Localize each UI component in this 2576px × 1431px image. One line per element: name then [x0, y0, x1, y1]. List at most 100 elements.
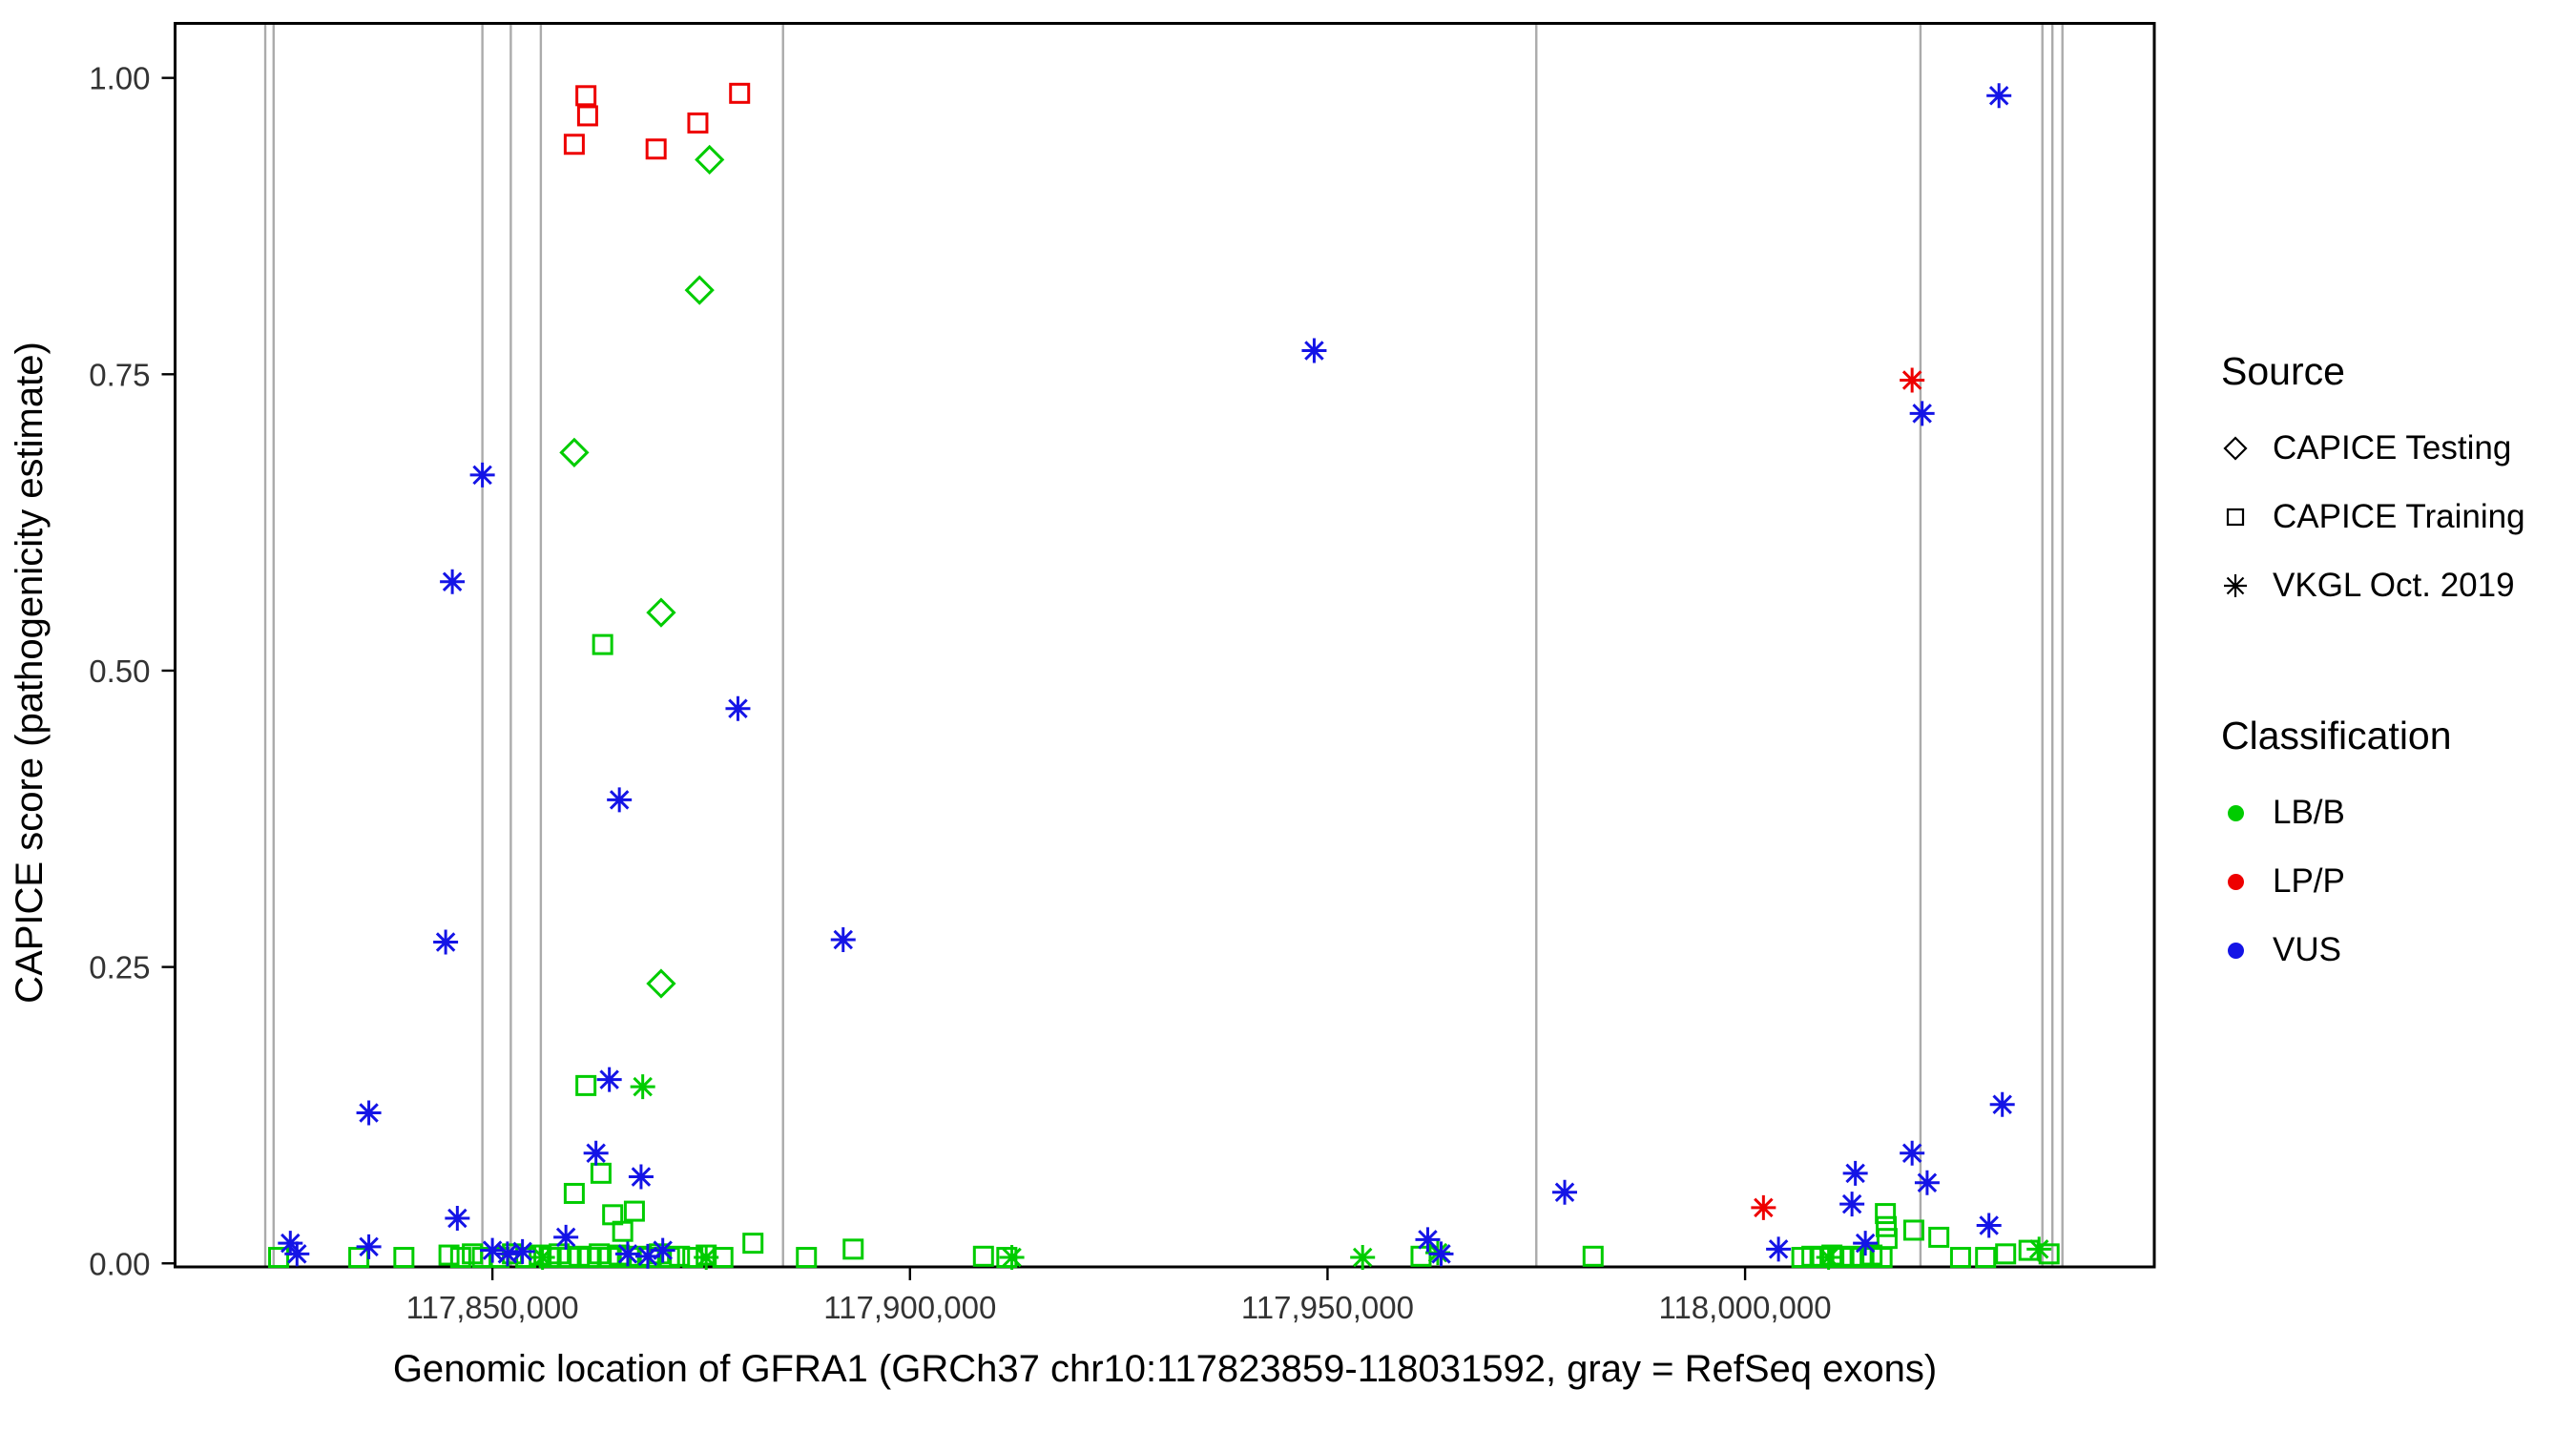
data-point-square [575, 85, 597, 107]
data-point-square [1928, 1226, 1950, 1248]
legend-item-label: VUS [2273, 931, 2341, 968]
legend-source-block: Source CAPICE Testing CAPICE Training VK… [2221, 348, 2525, 625]
data-point-asterisk [356, 1234, 382, 1259]
data-point-asterisk [494, 1241, 520, 1267]
blue-dot-icon [2228, 942, 2244, 959]
green-dot-icon [2228, 804, 2244, 821]
data-point-asterisk [607, 787, 633, 813]
legend-item-lbb: LB/B [2221, 783, 2525, 842]
data-point-asterisk [1766, 1236, 1792, 1262]
data-point-asterisk [583, 1140, 609, 1166]
data-point-diamond [684, 275, 715, 305]
red-dot-icon [2228, 873, 2244, 890]
data-point-square [1949, 1247, 1971, 1269]
data-point-asterisk [1415, 1227, 1441, 1253]
data-point-square [563, 134, 585, 156]
data-point-asterisk [1909, 401, 1935, 426]
data-point-diamond [559, 437, 590, 467]
legend-item-capice-training: CAPICE Training [2221, 487, 2525, 547]
x-tick-label: 117,850,000 [406, 1290, 579, 1325]
data-point-square [575, 1074, 597, 1096]
data-point-square [563, 1182, 585, 1204]
data-point-asterisk [480, 1237, 506, 1263]
data-point-asterisk [1900, 367, 1925, 393]
data-point-asterisk [445, 1206, 470, 1232]
data-point-asterisk [1842, 1160, 1868, 1186]
x-tick-label: 118,000,000 [1659, 1290, 1832, 1325]
data-point-square [576, 105, 598, 127]
data-point-asterisk [278, 1231, 303, 1256]
data-point-square [1582, 1245, 1604, 1267]
data-point-diamond [646, 597, 676, 628]
legend-item-vkgl: VKGL Oct. 2019 [2221, 556, 2525, 615]
plot-dynamic-layer: 117,850,000 117,900,000 117,950,000 118,000… [89, 22, 2156, 1325]
data-point-square [612, 1220, 634, 1242]
data-point-square [842, 1238, 864, 1260]
data-point-asterisk [469, 462, 495, 487]
y-tick-label: 0.50 [89, 653, 150, 689]
legend-item-label: CAPICE Training [2273, 498, 2525, 535]
data-point-asterisk [614, 1241, 640, 1267]
data-point-asterisk [725, 695, 751, 721]
data-point-square [449, 1247, 471, 1269]
data-point-square [1875, 1203, 1897, 1225]
data-point-asterisk [999, 1245, 1025, 1271]
data-point-asterisk [630, 1074, 655, 1100]
data-point-asterisk [1900, 1140, 1925, 1166]
data-point-square [268, 1247, 290, 1269]
data-point-square [393, 1247, 415, 1269]
data-point-asterisk [433, 929, 459, 955]
data-point-square [1876, 1215, 1898, 1237]
data-point-diamond [646, 968, 676, 999]
data-point-asterisk [553, 1224, 579, 1250]
data-point-asterisk [650, 1237, 675, 1263]
legend-item-label: CAPICE Testing [2273, 429, 2512, 467]
panel-border [174, 22, 2156, 1269]
data-point-asterisk [509, 1238, 535, 1264]
legend-item-lpp: LP/P [2221, 852, 2525, 911]
x-tick-label: 117,950,000 [1241, 1290, 1414, 1325]
data-point-square [687, 112, 709, 134]
data-point-square [590, 1162, 612, 1184]
data-point-asterisk [694, 1245, 719, 1271]
data-point-asterisk [356, 1100, 382, 1126]
data-point-square [742, 1233, 764, 1255]
legend-item-label: LP/P [2273, 862, 2345, 900]
data-point-diamond [695, 144, 725, 176]
data-point-asterisk [1816, 1245, 1841, 1271]
diamond-icon [2223, 436, 2248, 461]
data-point-asterisk [1976, 1213, 2002, 1238]
data-point-square [972, 1245, 994, 1267]
legend: Source CAPICE Testing CAPICE Training VK… [2221, 348, 2525, 989]
legend-item-label: VKGL Oct. 2019 [2273, 567, 2515, 604]
data-point-asterisk [1853, 1231, 1879, 1256]
data-point-asterisk [1986, 83, 2012, 109]
legend-item-label: LB/B [2273, 794, 2345, 831]
asterisk-icon [2224, 574, 2247, 597]
legend-classification-block: Classification LB/B LP/P VUS [2221, 713, 2525, 989]
legend-item-capice-testing: CAPICE Testing [2221, 419, 2525, 478]
data-point-square [1876, 1228, 1898, 1250]
data-point-square [729, 82, 751, 104]
data-point-asterisk [1350, 1245, 1376, 1271]
data-point-asterisk [284, 1241, 310, 1267]
legend-item-vus: VUS [2221, 921, 2525, 980]
y-axis-title: CAPICE score (pathogenicity estimate) [9, 342, 51, 1004]
x-tick-label: 117,900,000 [823, 1290, 996, 1325]
data-point-asterisk [530, 1245, 555, 1271]
x-axis-title: Genomic location of GFRA1 (GRCh37 chr10:… [393, 1348, 1937, 1390]
data-point-square [438, 1244, 460, 1266]
data-point-asterisk [830, 927, 856, 953]
y-tick-label: 1.00 [89, 61, 150, 96]
data-point-square [796, 1247, 818, 1269]
data-point-asterisk [1839, 1192, 1865, 1217]
data-point-asterisk [440, 569, 466, 594]
y-tick-label: 0.00 [89, 1246, 150, 1281]
data-point-asterisk [596, 1067, 622, 1092]
y-tick-label: 0.25 [89, 950, 150, 985]
data-point-asterisk [2026, 1236, 2052, 1262]
data-point-asterisk [1428, 1241, 1454, 1267]
data-point-asterisk [1301, 338, 1327, 363]
data-point-square [623, 1200, 645, 1222]
